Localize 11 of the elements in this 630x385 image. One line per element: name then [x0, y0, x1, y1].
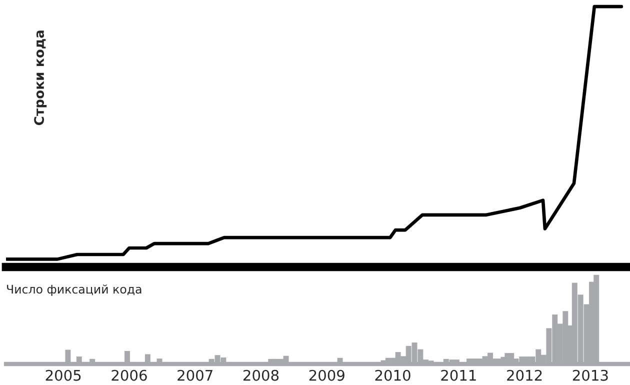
y-axis-title: Строки кода [34, 30, 47, 126]
x-tick-label: 2011 [441, 370, 476, 381]
x-tick-label: 2005 [46, 370, 81, 381]
x-tick-label: 2009 [309, 370, 344, 381]
x-tick-label: 2012 [507, 370, 542, 381]
x-tick-label: 2007 [178, 370, 212, 381]
x-tick-label: 2013 [572, 370, 608, 381]
x-tick-label: 2010 [375, 370, 410, 381]
x-tick-label: 2006 [112, 370, 147, 381]
x-tick-label: 2008 [244, 370, 279, 381]
text: Число фиксаций кода [7, 284, 142, 296]
